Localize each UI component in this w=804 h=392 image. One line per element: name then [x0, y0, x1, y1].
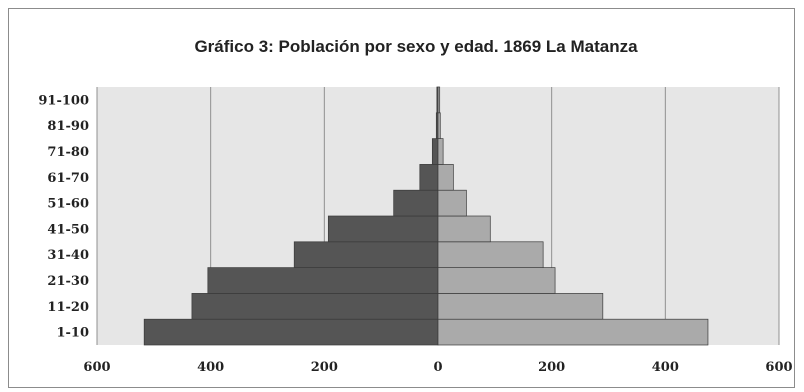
x-tick-label: 600	[83, 360, 110, 375]
gridlines	[96, 87, 780, 345]
bar-right-11-20	[437, 293, 604, 320]
bar-right-81-90	[437, 112, 441, 139]
bar-left-61-70	[419, 164, 439, 191]
x-tick-label: 0	[433, 360, 442, 375]
bar-left-21-30	[207, 267, 439, 294]
x-tick-label: 200	[311, 360, 338, 375]
bar-right-21-30	[437, 267, 556, 294]
x-tick-label: 400	[197, 360, 224, 375]
y-tick-label: 91-100	[38, 93, 89, 108]
bar-left-1-10	[143, 318, 439, 346]
bar-right-91-100	[437, 86, 441, 114]
bar-left-11-20	[191, 293, 439, 320]
bars	[143, 86, 709, 346]
y-tick-label: 21-30	[47, 274, 89, 289]
x-tick-label: 200	[538, 360, 565, 375]
bar-right-71-80	[437, 138, 444, 165]
bar-right-31-40	[437, 241, 544, 268]
chart-title: Gráfico 3: Población por sexo y edad. 18…	[194, 37, 638, 56]
bar-right-1-10	[437, 318, 709, 346]
y-tick-label: 61-70	[47, 171, 89, 186]
bar-right-61-70	[437, 164, 454, 191]
x-tick-label: 600	[765, 360, 792, 375]
bar-left-51-60	[393, 189, 439, 217]
bar-right-51-60	[437, 189, 467, 217]
y-axis-ticks: 1-10 11-20 21-30 31-40 41-50 51-60 61-70 71-80 8…	[38, 93, 89, 340]
bar-left-31-40	[293, 241, 439, 268]
chart-frame: Gráfico 3: Población por sexo y edad. 18…	[8, 8, 795, 388]
y-tick-label: 31-40	[47, 248, 89, 263]
x-axis-ticks: 600 400 200 0 200 400 600	[83, 360, 792, 375]
bar-left-41-50	[327, 215, 439, 243]
y-tick-label: 81-90	[47, 119, 89, 134]
population-pyramid-chart: Gráfico 3: Población por sexo y edad. 18…	[38, 37, 792, 375]
y-tick-label: 71-80	[47, 145, 89, 160]
bar-left-71-80	[431, 138, 439, 165]
y-tick-label: 51-60	[47, 197, 89, 212]
y-tick-label: 11-20	[47, 300, 89, 315]
y-tick-label: 41-50	[47, 222, 89, 237]
y-tick-label: 1-10	[56, 326, 89, 341]
bar-right-41-50	[437, 215, 491, 243]
x-tick-label: 400	[652, 360, 679, 375]
